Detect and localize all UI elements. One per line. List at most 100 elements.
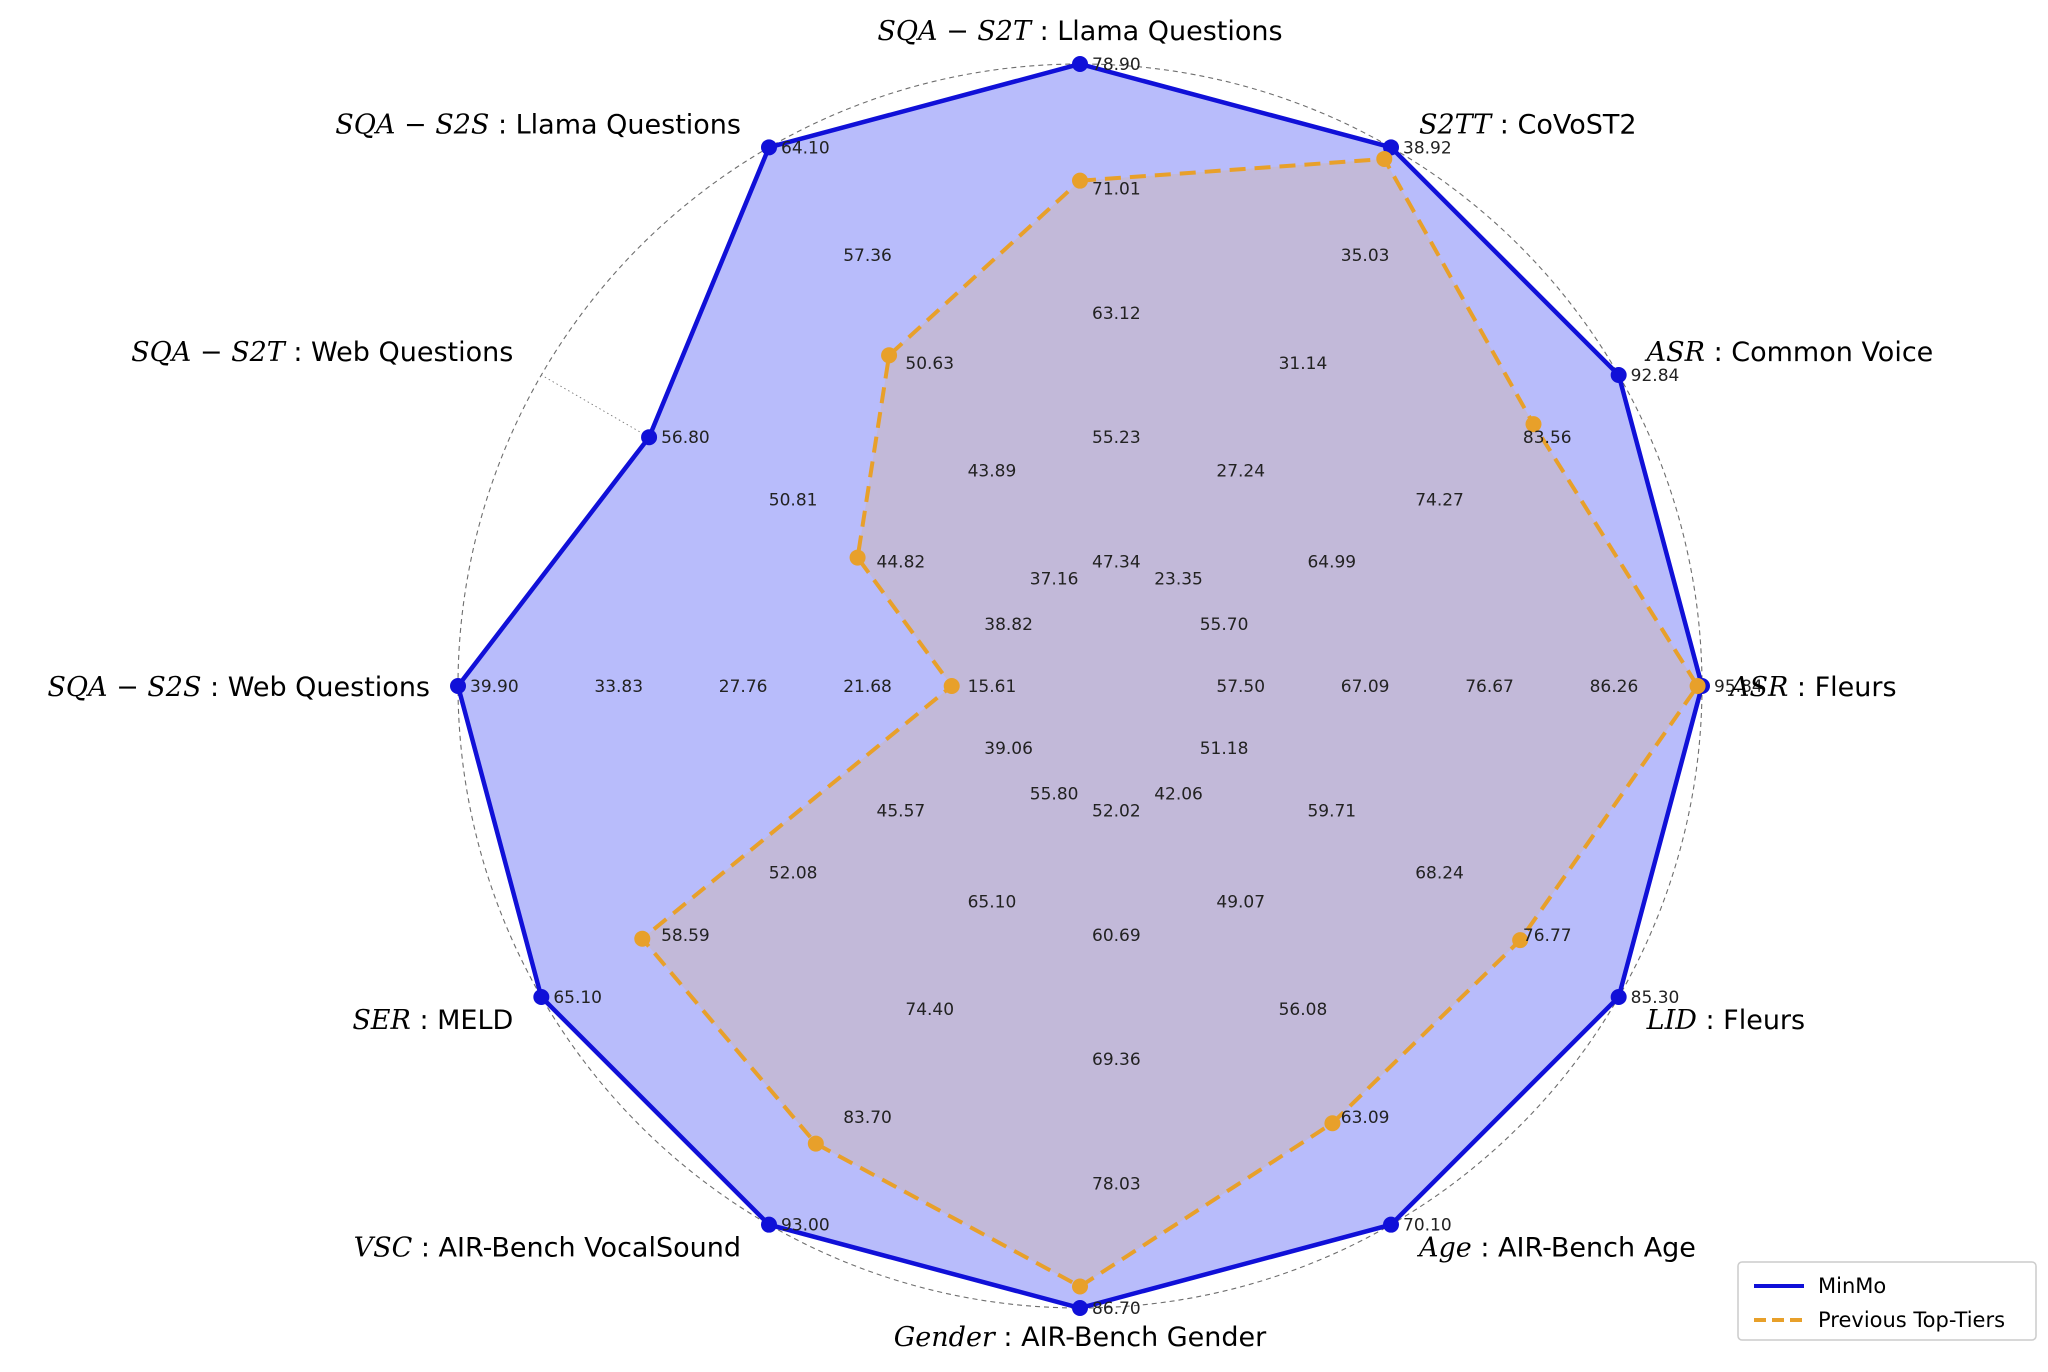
axis-label-9: SQA − S2S : Web Questions [47, 672, 430, 703]
axis-metric: Age [1416, 1233, 1472, 1264]
tick-label-layer: 47.34 55.23 63.12 71.01 78.90 23.35 27.24 31.14… [470, 55, 1763, 1319]
tick-label: 55.80 [1030, 785, 1079, 805]
series-layer [450, 56, 1710, 1316]
axis-metric: ASR [1727, 672, 1788, 703]
axis-dataset: Web Questions [311, 337, 513, 368]
axis-dataset: AIR-Bench Age [1498, 1233, 1696, 1264]
legend: MinMo Previous Top-Tiers [1737, 1261, 2037, 1341]
tick-label: 76.77 [1523, 926, 1572, 946]
tick-label: 86.26 [1590, 677, 1639, 697]
axis-label-separator: : [412, 1233, 438, 1264]
series-0-point-0 [1072, 56, 1088, 72]
tick-label: 64.10 [781, 138, 830, 158]
tick-label: 35.03 [1341, 246, 1390, 266]
tick-label: 83.56 [1523, 428, 1572, 448]
tick-label: 38.82 [984, 615, 1033, 635]
axis-label-separator: : [1472, 1233, 1498, 1264]
tick-label: 85.30 [1631, 988, 1680, 1008]
series-1-point-7 [807, 1135, 824, 1152]
tick-label: 65.10 [968, 892, 1017, 912]
tick-label: 59.71 [1307, 801, 1356, 821]
axis-label-1: S2TT : CoVoST2 [1419, 109, 1637, 140]
axis-label-separator: : [1705, 337, 1731, 368]
series-1-point-6 [1072, 1278, 1088, 1295]
tick-label: 33.83 [594, 677, 643, 697]
series-0-point-1 [1383, 139, 1399, 156]
series-0-point-10 [641, 429, 658, 446]
tick-label: 37.16 [1030, 569, 1079, 589]
axis-label-separator: : [995, 1322, 1021, 1353]
tick-label: 31.14 [1279, 354, 1328, 374]
axis-metric: S2TT [1419, 109, 1493, 140]
tick-label: 45.57 [877, 801, 926, 821]
tick-label: 47.34 [1092, 553, 1141, 573]
series-1-point-8 [634, 930, 651, 947]
tick-label: 63.09 [1341, 1108, 1390, 1128]
axis-label-7: VSC : AIR-Bench VocalSound [354, 1233, 741, 1264]
tick-label: 38.92 [1403, 138, 1452, 158]
series-1-point-2 [1525, 416, 1542, 433]
axis-label-2: ASR : Common Voice [1644, 337, 1934, 368]
tick-label: 42.06 [1154, 785, 1203, 805]
axis-label-10: SQA − S2T : Web Questions [131, 337, 513, 368]
series-1-point-5 [1324, 1115, 1341, 1132]
legend-box [1737, 1261, 2037, 1341]
series-0-point-8 [533, 989, 550, 1005]
axis-dataset: MELD [437, 1005, 513, 1036]
axis-metric: LID [1646, 1005, 1698, 1036]
tick-label: 78.03 [1092, 1175, 1141, 1195]
tick-label: 39.06 [984, 739, 1033, 759]
axis-dataset: Common Voice [1731, 337, 1933, 368]
tick-label: 69.36 [1092, 1050, 1141, 1070]
tick-label: 74.40 [905, 1000, 954, 1020]
axis-label-separator: : [201, 672, 227, 703]
tick-label: 27.24 [1216, 462, 1265, 482]
tick-label: 74.27 [1415, 490, 1464, 510]
axis-metric: SQA − S2S [335, 109, 489, 140]
tick-label: 67.09 [1341, 677, 1390, 697]
axis-label-separator: : [1031, 16, 1057, 47]
axis-dataset: AIR-Bench VocalSound [439, 1233, 741, 1264]
tick-label: 21.68 [843, 677, 892, 697]
tick-label: 55.70 [1200, 615, 1249, 635]
tick-label: 57.50 [1216, 677, 1265, 697]
tick-label: 92.84 [1631, 366, 1680, 386]
tick-label: 52.02 [1092, 801, 1141, 821]
tick-label: 23.35 [1154, 569, 1203, 589]
axis-dataset: Llama Questions [1057, 16, 1282, 47]
tick-label: 64.99 [1307, 553, 1356, 573]
series-1-point-4 [1512, 932, 1529, 949]
legend-label-0: MinMo [1818, 1274, 1886, 1298]
axis-dataset: CoVoST2 [1517, 109, 1636, 140]
axis-label-separator: : [1788, 672, 1814, 703]
axis-metric: SQA − S2T [131, 337, 287, 368]
series-0-point-4 [1610, 989, 1627, 1005]
axis-metric: SQA − S2S [47, 672, 201, 703]
axis-label-11: SQA − S2S : Llama Questions [335, 109, 741, 140]
tick-label: 15.61 [968, 677, 1017, 697]
tick-label: 93.00 [781, 1216, 830, 1236]
tick-label: 63.12 [1092, 304, 1141, 324]
tick-label: 83.70 [843, 1108, 892, 1128]
axis-dataset: Fleurs [1815, 672, 1897, 703]
series-1-point-11 [881, 347, 898, 364]
tick-label: 68.24 [1415, 864, 1464, 884]
axis-metric: VSC [354, 1233, 413, 1264]
axis-label-layer: SQA − S2T : Llama Questions S2TT : CoVoST… [47, 16, 1933, 1353]
series-1-point-1 [1376, 150, 1393, 167]
tick-label: 50.63 [905, 354, 954, 374]
axis-metric: SER [352, 1005, 411, 1036]
axis-dataset: AIR-Bench Gender [1021, 1322, 1267, 1353]
series-0-point-5 [1383, 1216, 1399, 1233]
series-0-point-2 [1610, 367, 1627, 383]
tick-label: 56.08 [1279, 1000, 1328, 1020]
tick-label: 52.08 [769, 864, 818, 884]
axis-label-0: SQA − S2T : Llama Questions [877, 16, 1282, 47]
series-1-point-0 [1072, 172, 1088, 189]
axis-label-separator: : [1697, 1005, 1723, 1036]
series-1-point-9 [943, 678, 960, 694]
tick-label: 65.10 [553, 988, 602, 1008]
tick-label: 44.82 [877, 553, 926, 573]
axis-label-separator: : [285, 337, 311, 368]
